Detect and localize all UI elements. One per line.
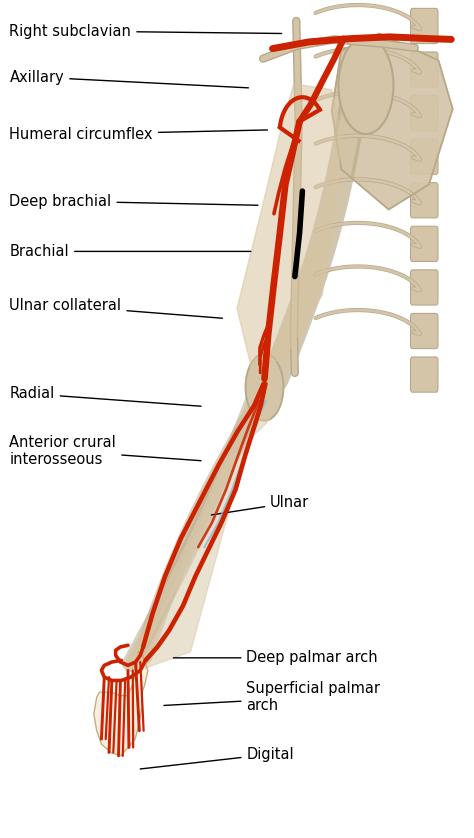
Text: Deep brachial: Deep brachial [9, 194, 258, 209]
Text: Superficial palmar
arch: Superficial palmar arch [164, 681, 381, 713]
Text: Brachial: Brachial [9, 244, 251, 259]
FancyBboxPatch shape [410, 96, 438, 131]
Text: Humeral circumflex: Humeral circumflex [9, 127, 267, 142]
Circle shape [246, 354, 283, 421]
Text: Ulnar collateral: Ulnar collateral [9, 298, 222, 318]
Circle shape [338, 37, 393, 134]
Polygon shape [332, 34, 453, 210]
FancyBboxPatch shape [410, 8, 438, 44]
FancyBboxPatch shape [410, 183, 438, 218]
Text: Radial: Radial [9, 386, 201, 406]
Polygon shape [94, 652, 148, 756]
Text: Ulnar: Ulnar [211, 495, 310, 515]
FancyBboxPatch shape [410, 357, 438, 392]
FancyBboxPatch shape [410, 270, 438, 305]
Text: Right subclavian: Right subclavian [9, 23, 282, 39]
Text: Digital: Digital [140, 747, 294, 769]
FancyBboxPatch shape [410, 313, 438, 349]
Polygon shape [124, 379, 281, 669]
Text: Axillary: Axillary [9, 70, 248, 88]
Text: Anterior crural
interosseous: Anterior crural interosseous [9, 435, 201, 467]
FancyBboxPatch shape [410, 139, 438, 174]
FancyBboxPatch shape [410, 52, 438, 87]
FancyBboxPatch shape [410, 226, 438, 261]
Polygon shape [237, 84, 342, 367]
Text: Deep palmar arch: Deep palmar arch [173, 650, 378, 665]
